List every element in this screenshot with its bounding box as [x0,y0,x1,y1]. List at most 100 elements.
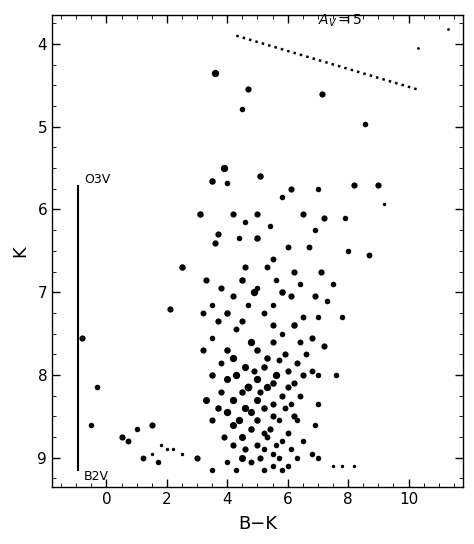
Point [245,383,252,392]
Point [308,367,316,375]
Point [166,305,173,313]
Point [260,404,267,412]
Point [381,199,388,208]
Point [287,400,294,409]
Point [299,313,307,322]
Point [275,356,283,364]
Point [284,429,292,437]
Point [223,375,231,384]
Point [247,408,255,417]
Point [284,462,292,471]
Point [233,466,240,474]
Point [238,453,246,462]
Point [133,424,140,433]
Point [257,172,264,181]
Point [223,308,231,317]
Point [242,404,249,412]
Point [254,375,261,384]
Point [88,421,95,429]
Point [311,292,319,301]
Point [148,421,155,429]
Point [299,209,307,218]
Point [218,387,225,396]
Point [338,462,346,471]
Point [287,292,294,301]
Point [275,416,283,425]
Point [157,441,164,450]
Point [314,370,322,379]
Point [293,358,301,367]
Point [319,89,326,98]
Point [317,267,325,276]
Point [223,408,231,417]
Point [233,370,240,379]
Point [229,395,237,404]
Point [209,333,216,342]
Point [202,395,210,404]
Point [236,234,243,243]
Point [229,421,237,429]
Point [374,180,382,189]
Point [365,251,373,259]
Point [211,238,219,247]
Point [223,346,231,355]
Point [278,466,285,474]
Point [320,342,328,350]
Text: O3V: O3V [84,174,110,186]
Point [209,176,216,185]
Point [263,354,270,363]
Point [263,383,270,392]
Point [269,400,276,409]
Point [254,234,261,243]
Point [332,370,340,379]
Point [118,432,125,441]
Point [193,453,201,462]
Point [290,321,298,330]
Point [272,370,279,379]
Point [257,387,264,396]
Point [229,441,237,450]
Point [229,209,237,218]
Point [254,284,261,293]
Point [79,333,86,342]
Point [314,313,322,322]
Point [311,421,319,429]
Point [148,449,155,458]
Point [163,445,171,454]
Point [199,346,207,355]
X-axis label: B−K: B−K [238,515,277,533]
Point [247,458,255,466]
Point [272,441,279,450]
Point [242,263,249,272]
Point [233,325,240,334]
Point [229,292,237,301]
Point [314,400,322,409]
Point [254,346,261,355]
Point [314,184,322,193]
Point [242,362,249,371]
Point [263,263,270,272]
Point [266,424,273,433]
Point [139,453,146,462]
Point [223,178,231,187]
Point [178,263,186,272]
Point [260,429,267,437]
Point [290,412,298,421]
Point [154,458,162,466]
Point [269,379,276,388]
Point [290,379,298,388]
Point [247,337,255,346]
Point [341,213,349,222]
Point [296,337,303,346]
Point [169,445,177,454]
Point [269,412,276,421]
Point [254,416,261,425]
Point [269,300,276,309]
Point [275,453,283,462]
Point [260,362,267,371]
Point [350,462,358,471]
Point [269,449,276,458]
Point [323,296,331,305]
Point [290,267,298,276]
Point [269,337,276,346]
